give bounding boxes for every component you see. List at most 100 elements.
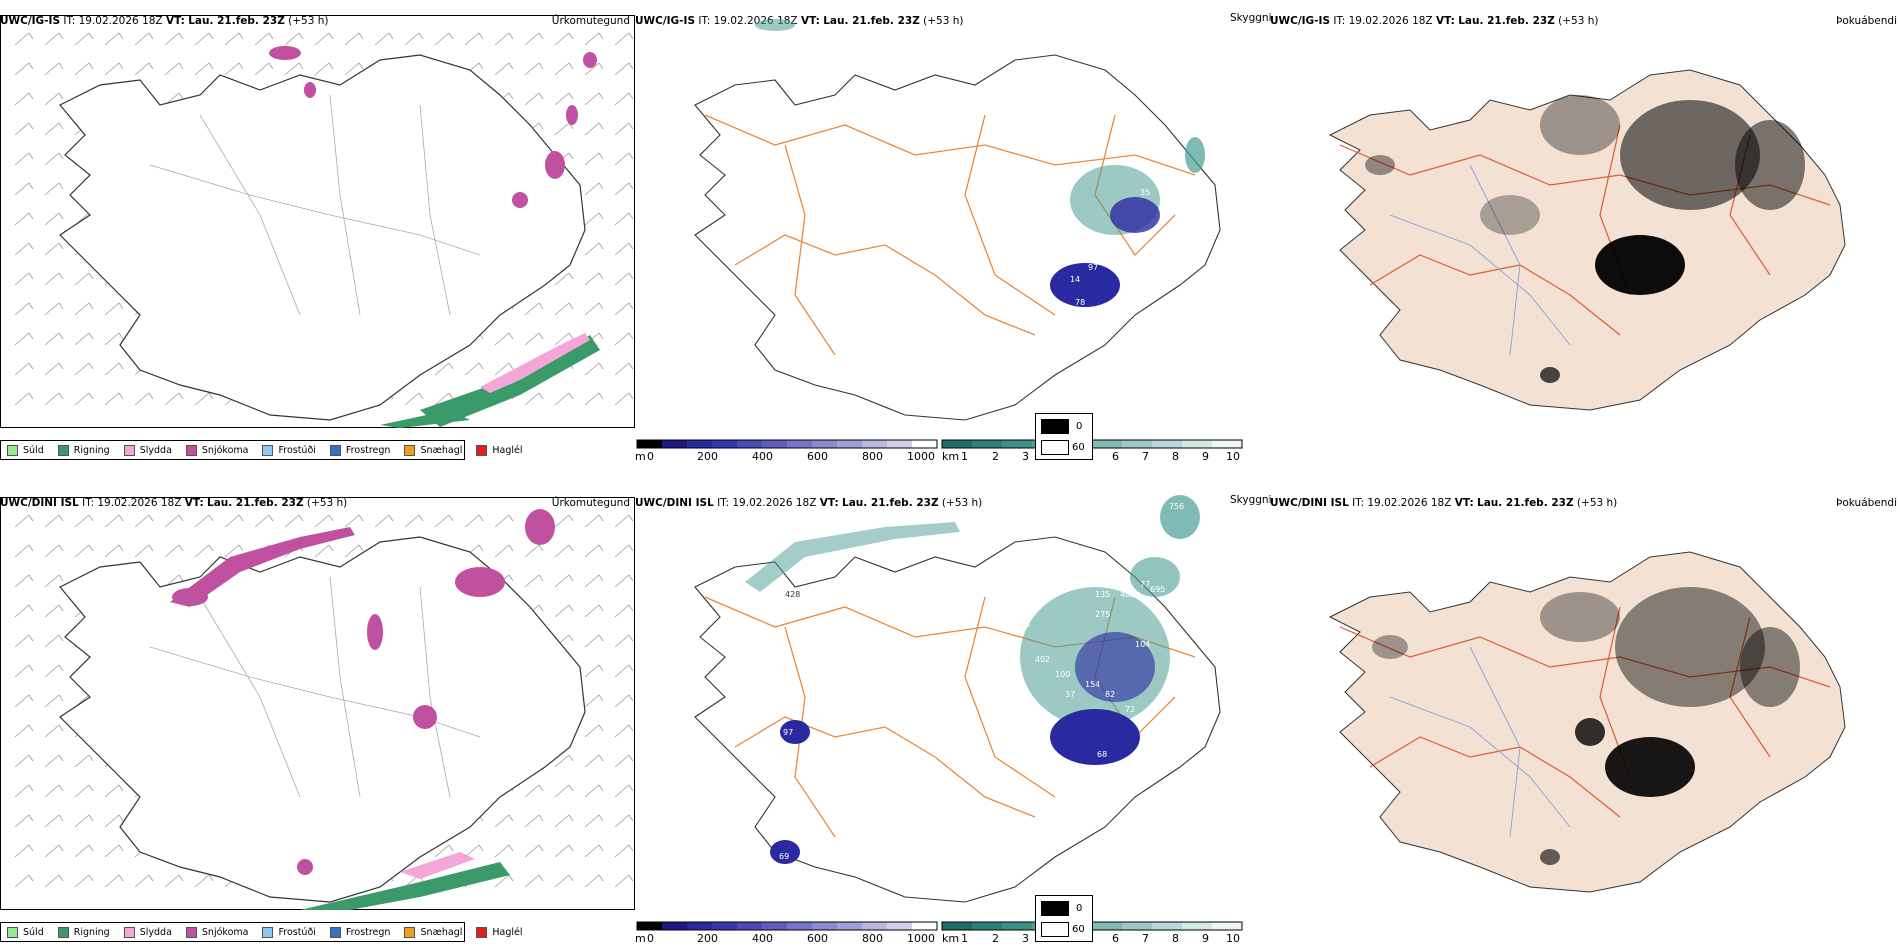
vis-label: 97: [783, 728, 793, 737]
panel-header: UWC/IG-IS IT: 19.02.2026 18Z VT: Lau. 21…: [0, 15, 329, 27]
scale-tick: 1000: [907, 450, 935, 463]
vis-label: 428: [785, 590, 800, 599]
scale-tick: 3: [1022, 932, 1029, 945]
rain-sleet-areas: [300, 852, 510, 910]
vis-label: 82: [1105, 690, 1115, 699]
vis-label: 68: [1097, 750, 1107, 759]
scale-tick: 400: [752, 450, 773, 463]
panel-header: UWC/DINI ISL IT: 19.02.2026 18Z VT: Lau.…: [0, 497, 348, 509]
visibility-panel-bottom: UWC/DINI ISL IT: 19.02.2026 18Z VT: Lau.…: [635, 494, 1272, 947]
scale-tick: 400: [752, 932, 773, 945]
vis-scale-km: km 1 2 3 4 5 6 7 8 9 10: [941, 439, 1247, 465]
scale-tick: 7: [1142, 450, 1149, 463]
legend-swatch: [476, 926, 488, 938]
scale-tick: 6: [1112, 450, 1119, 463]
legend-swatch: [329, 926, 341, 938]
scale-low: [1041, 440, 1069, 455]
legend-swatch: [185, 444, 197, 456]
vis-label: 104: [1135, 640, 1150, 649]
scale-tick: 0: [647, 450, 654, 463]
precip-legend: Súld Rigning Slydda Snjókoma Frostúði Fr…: [0, 922, 523, 942]
scale-low-label: 60: [1072, 924, 1085, 935]
legend-item: Frostregn: [329, 926, 390, 938]
legend-swatch: [476, 444, 488, 456]
legend-item: Rigning: [57, 444, 110, 456]
fog-panel-bottom: UWC/DINI ISL IT: 19.02.2026 18Z VT: Lau.…: [1035, 497, 1900, 947]
scale-bar: [636, 921, 938, 931]
vis-label: 695: [1150, 585, 1165, 594]
legend-swatch: [57, 926, 69, 938]
panel-title: Skyggni: [1230, 494, 1272, 506]
scale-tick: 8: [1172, 932, 1179, 945]
iceland-map: [14, 32, 634, 428]
scale-high: [1041, 419, 1069, 434]
scale-bar: [636, 439, 938, 449]
iceland-map: [1328, 551, 1846, 893]
scale-low: [1041, 922, 1069, 937]
scale-tick: 200: [697, 932, 718, 945]
panel-title: Þokuábendi: [1836, 497, 1897, 509]
legend-swatch: [123, 926, 135, 938]
vis-label: 82: [1115, 263, 1125, 272]
panel-title: Skyggni: [1230, 12, 1272, 24]
scale-tick: 800: [862, 450, 883, 463]
legend-swatch: [185, 926, 197, 938]
legend-swatch: [404, 926, 416, 938]
legend-item: Slydda: [123, 926, 172, 938]
legend-swatch: [262, 444, 274, 456]
panel-header: UWC/DINI ISL IT: 19.02.2026 18Z VT: Lau.…: [635, 497, 983, 509]
scale-tick: 800: [862, 932, 883, 945]
fog-scale: 0 60: [1035, 895, 1093, 942]
visibility-panel-top: UWC/IG-IS IT: 19.02.2026 18Z VT: Lau. 21…: [635, 12, 1272, 465]
scale-tick: 6: [1112, 932, 1119, 945]
fog-shading: [1372, 587, 1800, 865]
panel-title: Úrkomutegund: [551, 497, 630, 509]
legend-item: Súld: [7, 926, 44, 938]
scale-tick: 9: [1202, 932, 1209, 945]
vis-label: 77: [1140, 580, 1150, 589]
scale-tick: 200: [697, 450, 718, 463]
vis-label: 37: [1065, 690, 1075, 699]
vis-label: 405: [1120, 590, 1135, 599]
iceland-map: [1328, 69, 1846, 411]
vis-label: 135: [1095, 590, 1110, 599]
vis-label: 116: [1015, 620, 1030, 629]
scale-high-label: 0: [1076, 421, 1083, 432]
legend-item: Súld: [7, 444, 44, 456]
scale-tick: 9: [1202, 450, 1209, 463]
legend-swatch: [7, 444, 18, 456]
snow-areas: [170, 509, 555, 875]
scale-tick: 7: [1142, 932, 1149, 945]
scale-unit: m: [635, 450, 646, 463]
fog-panel-top: UWC/IG-IS IT: 19.02.2026 18Z VT: Lau. 21…: [1035, 15, 1900, 465]
legend-item: Snæhagl: [404, 444, 462, 456]
legend-item: Frostúði: [262, 444, 316, 456]
scale-tick: 1: [961, 932, 968, 945]
legend-item: Rigning: [57, 926, 110, 938]
panel-title: Þokuábendi: [1836, 15, 1897, 27]
vis-label: 154: [1085, 680, 1100, 689]
legend-swatch: [329, 444, 341, 456]
scale-tick: 600: [807, 932, 828, 945]
legend-swatch: [57, 444, 69, 456]
iceland-map: 428 69 135 405 77 695 275 402 100 154 82…: [694, 495, 1221, 903]
panel-header: UWC/DINI ISL IT: 19.02.2026 18Z VT: Lau.…: [1270, 497, 1618, 509]
rain-sleet-areas: [380, 333, 600, 428]
vis-scale-m: m 0 200 400 600 800 1000: [635, 439, 940, 465]
vis-shading: [755, 19, 1205, 307]
vis-label: 14: [1070, 275, 1080, 284]
scale-tick: 0: [647, 932, 654, 945]
legend-item: Snjókoma: [185, 926, 248, 938]
legend-item: Snjókoma: [185, 444, 248, 456]
panel-header: UWC/IG-IS IT: 19.02.2026 18Z VT: Lau. 21…: [1270, 15, 1599, 27]
fog-scale: 0 60: [1035, 413, 1093, 460]
legend-item: Frostregn: [329, 444, 390, 456]
scale-tick: 2: [992, 932, 999, 945]
scale-high-label: 0: [1076, 903, 1083, 914]
scale-tick: 1000: [907, 932, 935, 945]
vis-label: 69: [779, 852, 789, 861]
fog-shading: [1365, 95, 1805, 383]
scale-tick: 3: [1022, 450, 1029, 463]
legend-item: Haglél: [476, 926, 523, 938]
legend-item: Slydda: [123, 444, 172, 456]
